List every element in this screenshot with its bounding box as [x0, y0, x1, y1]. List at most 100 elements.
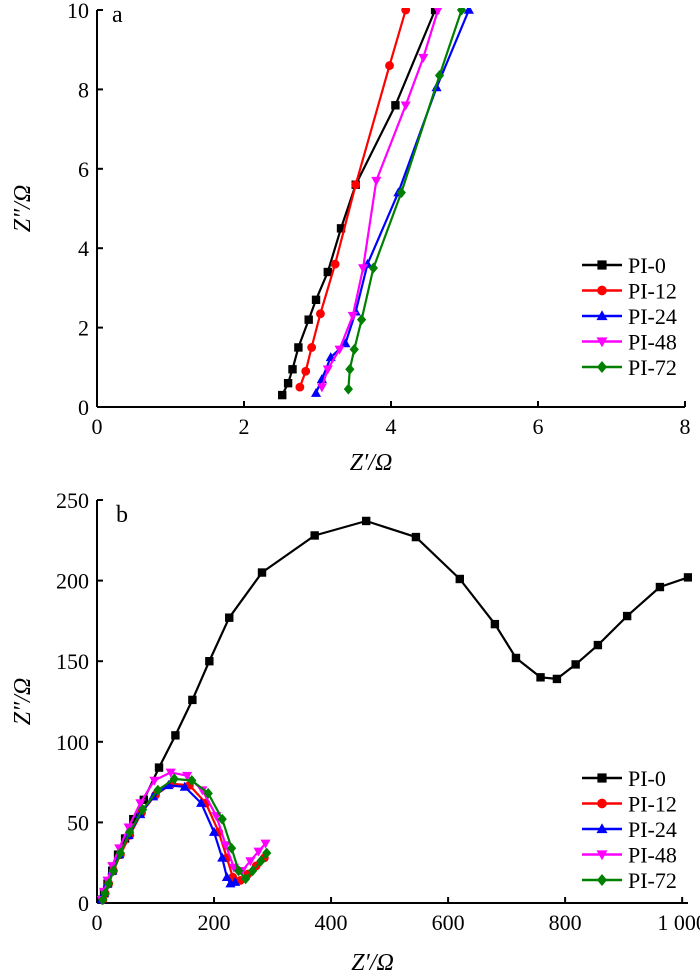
panel-b-y-tick-label: 50 — [67, 810, 89, 835]
panel-b-legend-marker-pi-24 — [596, 823, 608, 834]
panel-b-data-point-pi-48 — [114, 844, 125, 854]
panel-b-data-point-pi-72 — [217, 813, 227, 825]
panel-b-legend-label-pi-72: PI-72 — [628, 868, 677, 893]
panel-b-chart: 0 200 400 600 800 1 000 0 50 100 150 200 250 Z′/Ω Z″/… — [10, 488, 700, 976]
panel-b-data-point-pi-24 — [179, 781, 190, 791]
panel-b-data-point-pi-72 — [98, 894, 108, 905]
panel-b-data-point-pi-48 — [220, 841, 231, 851]
panel-b-plot-area — [97, 516, 692, 905]
panel-b-data-point-pi-72 — [104, 878, 114, 890]
panel-a-chart: 0 2 4 6 8 0 2 4 6 8 10 Z′/Ω Z″/Ω a PI-0PI-12PI-24PI-48… — [10, 0, 691, 476]
panel-a-data-point-pi-72 — [349, 343, 359, 355]
panel-a-legend-item-pi-12: PI-12 — [582, 279, 677, 304]
panel-a-y-tick-label: 0 — [78, 395, 89, 420]
panel-a-data-point-pi-0 — [336, 224, 346, 233]
panel-b-legend-marker-pi-12 — [597, 798, 607, 809]
panel-b-data-point-pi-72 — [262, 847, 272, 859]
panel-a-y-axis-label: Z″/Ω — [10, 185, 36, 232]
panel-a-legend-item-pi-0: PI-0 — [582, 253, 666, 278]
panel-a-legend-item-pi-48: PI-48 — [582, 330, 677, 355]
panel-a-data-point-pi-72 — [345, 363, 355, 375]
panel-b-data-point-pi-0 — [171, 731, 180, 740]
panel-b-data-point-pi-0 — [225, 613, 234, 622]
panel-a-data-point-pi-24 — [340, 338, 351, 348]
panel-b-data-point-pi-24 — [230, 876, 241, 886]
panel-a-data-point-pi-48 — [334, 345, 345, 355]
panel-a-data-point-pi-48 — [347, 311, 358, 321]
panel-a-legend-marker-pi-0 — [597, 260, 607, 270]
panel-a-data-point-pi-12 — [401, 8, 411, 15]
panel-b-data-point-pi-0 — [361, 516, 371, 526]
panel-b-legend-item-pi-0: PI-0 — [582, 766, 666, 791]
panel-b-x-tick-label: 200 — [198, 910, 231, 935]
panel-a-series-line-pi-48 — [320, 9, 440, 388]
panel-b-x-tick-label: 800 — [549, 910, 582, 935]
panel-a-data-point-pi-0 — [304, 315, 313, 324]
panel-b-panel-letter: b — [116, 502, 128, 528]
panel-a-data-point-pi-0 — [430, 8, 440, 15]
panel-a-legend-item-pi-24: PI-24 — [582, 304, 677, 329]
panel-b-x-tick-label: 400 — [315, 910, 348, 935]
panel-b-data-point-pi-72 — [226, 842, 237, 854]
panel-a-data-point-pi-24 — [310, 387, 322, 397]
panel-a-legend-item-pi-72: PI-72 — [582, 355, 677, 380]
panel-b-legend-item-pi-48: PI-48 — [582, 843, 677, 868]
panel-a-legend-label-pi-24: PI-24 — [628, 304, 677, 329]
panel-b-legend-item-pi-12: PI-12 — [582, 792, 677, 817]
panel-a-legend-label-pi-48: PI-48 — [628, 330, 677, 355]
panel-a-data-point-pi-12 — [307, 343, 317, 352]
panel-b-data-point-pi-0 — [571, 660, 580, 669]
panel-b-data-point-pi-0 — [683, 573, 692, 582]
panel-a-y-tick-label: 6 — [78, 157, 89, 182]
panel-b-data-point-pi-72 — [241, 873, 251, 885]
panel-b-y-tick-label: 150 — [56, 649, 89, 674]
panel-b-data-point-pi-48 — [135, 799, 146, 809]
panel-b-y-tick-label: 100 — [56, 730, 89, 755]
panel-b-data-point-pi-72 — [203, 787, 213, 799]
panel-b-data-point-pi-72 — [233, 865, 244, 877]
panel-a-data-point-pi-12 — [295, 382, 305, 392]
panel-b-data-point-pi-48 — [245, 857, 256, 867]
panel-b-legend-item-pi-24: PI-24 — [582, 817, 677, 842]
panel-b-data-point-pi-72 — [108, 865, 119, 877]
panel-b-data-point-pi-72 — [169, 773, 179, 785]
panel-a-y-tick-label: 10 — [67, 0, 89, 23]
panel-a-x-tick-label: 0 — [92, 414, 103, 439]
panel-a-data-point-pi-12 — [301, 366, 311, 376]
panel-b-data-point-pi-0 — [552, 674, 562, 684]
panel-a-data-point-pi-48 — [316, 383, 327, 393]
panel-a-data-point-pi-12 — [330, 259, 340, 269]
panel-b-data-point-pi-0 — [205, 657, 214, 666]
panel-b-x-axis-label: Z′/Ω — [351, 950, 394, 976]
panel-b-data-point-pi-0 — [455, 574, 464, 584]
panel-b-data-point-pi-48 — [123, 823, 134, 833]
panel-b-data-point-pi-0 — [655, 582, 665, 592]
panel-a-legend-marker-pi-24 — [596, 310, 608, 321]
panel-b-data-point-pi-24 — [221, 871, 232, 881]
panel-a-data-point-pi-0 — [294, 343, 303, 352]
panel-a-data-point-pi-0 — [391, 101, 400, 110]
panel-b-legend-marker-pi-0 — [597, 773, 607, 783]
panel-a-x-tick-label: 8 — [680, 414, 691, 439]
panel-a-data-point-pi-72 — [343, 383, 353, 395]
panel-b-x-tick-label: 1 000 — [657, 910, 700, 935]
panel-a-panel-letter: a — [112, 2, 123, 28]
panel-a-data-point-pi-0 — [283, 378, 293, 388]
panel-a-data-point-pi-12 — [351, 180, 361, 190]
panel-b-legend-marker-pi-48 — [596, 850, 608, 861]
panel-a-data-point-pi-0 — [278, 390, 287, 400]
panel-b-legend-marker-pi-72 — [596, 874, 608, 886]
panel-a-data-point-pi-0 — [311, 295, 321, 305]
panel-b-series-line-pi-0 — [100, 519, 689, 901]
panel-b-data-point-pi-0 — [511, 653, 521, 663]
panel-a-data-point-pi-24 — [463, 8, 474, 14]
panel-b-data-point-pi-72 — [125, 826, 135, 838]
panel-a-x-tick-label: 6 — [533, 414, 544, 439]
panel-b-data-point-pi-72 — [100, 887, 110, 899]
panel-b-data-point-pi-0 — [593, 640, 603, 650]
panel-a-data-point-pi-48 — [322, 365, 333, 375]
panel-b-data-point-pi-0 — [310, 531, 319, 540]
panel-b-x-tick-label: 0 — [92, 910, 103, 935]
panel-b-data-point-pi-0 — [154, 763, 164, 772]
